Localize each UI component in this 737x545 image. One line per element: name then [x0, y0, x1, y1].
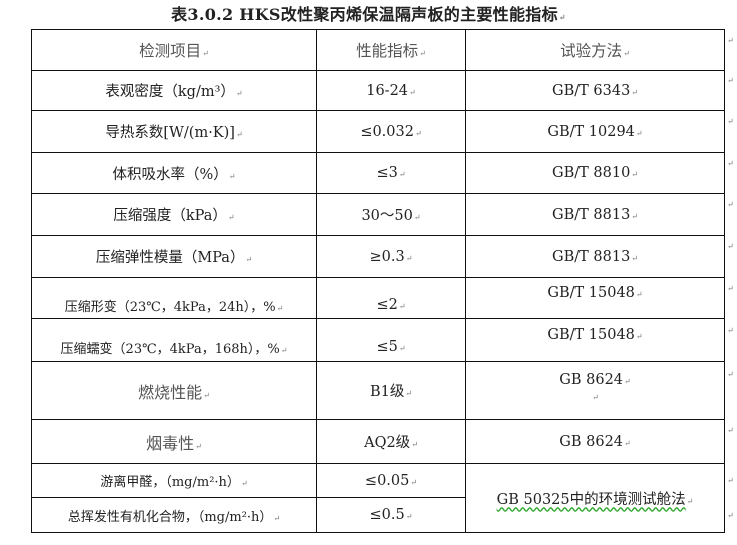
method-cell: GB/T 8810	[465, 152, 725, 194]
item-cell: 表观密度（kg/m³）	[31, 70, 317, 111]
item-cell: 导热系数[W/(m·K)]	[31, 110, 317, 153]
item-cell: 烟毒性	[31, 419, 317, 464]
header-cell: 检测项目	[31, 29, 317, 71]
value-cell: ≤0.05	[316, 463, 466, 498]
table-row: 燃烧性能 B1级 GB 8624	[31, 361, 725, 420]
row-end-mark: ↵	[727, 76, 734, 85]
table-row: 压缩弹性模量（MPa） ≥0.3 GB/T 8813	[31, 235, 725, 278]
table-title: 表3.0.2 HKS改性聚丙烯保温隔声板的主要性能指标	[0, 4, 737, 28]
table-header-row: 检测项目 性能指标 试验方法	[31, 29, 725, 71]
method-cell: GB/T 15048	[465, 318, 725, 362]
value-cell: AQ2级	[316, 419, 466, 464]
header-cell: 试验方法	[465, 29, 725, 71]
row-end-mark: ↵	[727, 200, 734, 209]
value-cell: B1级	[316, 361, 466, 420]
row-end-mark: ↵	[727, 36, 734, 45]
table-row: 游离甲醛，（mg/m²·h） ≤0.05 GB 50325中的环境测试舱法	[31, 463, 725, 533]
method-cell: GB 8624	[465, 419, 725, 464]
row-end-mark: ↵	[727, 511, 734, 520]
table-row: 导热系数[W/(m·K)] ≤0.032 GB/T 10294	[31, 110, 725, 153]
row-end-mark: ↵	[727, 426, 734, 435]
row-end-mark: ↵	[727, 242, 734, 251]
row-end-mark: ↵	[727, 370, 734, 379]
item-cell: 压缩蠕变（23℃，4kPa，168h），%	[31, 318, 317, 362]
item-cell: 压缩弹性模量（MPa）	[31, 235, 317, 278]
value-cell: ≤5	[316, 318, 466, 362]
row-end-mark: ↵	[727, 159, 734, 168]
value-cell: ≤3	[316, 152, 466, 194]
table-row: 烟毒性 AQ2级 GB 8624	[31, 419, 725, 464]
performance-table: 检测项目 性能指标 试验方法 表观密度（kg/m³） 16-24 GB/T 63…	[31, 29, 725, 533]
item-cell: 总挥发性有机化合物，（mg/m²·h）	[31, 497, 317, 533]
value-cell: 16-24	[316, 70, 466, 111]
value-cell: ≤2	[316, 277, 466, 319]
method-cell: GB/T 6343	[465, 70, 725, 111]
method-cell: GB/T 8813	[465, 193, 725, 236]
row-end-mark: ↵	[727, 476, 734, 485]
method-cell: GB/T 10294	[465, 110, 725, 153]
value-cell: 30～50	[316, 193, 466, 236]
method-cell: GB/T 8813	[465, 235, 725, 278]
row-end-mark: ↵	[727, 284, 734, 293]
table-row: 总挥发性有机化合物，（mg/m²·h） ≤0.5	[31, 497, 725, 533]
value-cell: ≤0.032	[316, 110, 466, 153]
item-cell: 游离甲醛，（mg/m²·h）	[31, 463, 317, 498]
item-cell: 压缩强度（kPa）	[31, 193, 317, 236]
method-cell: GB/T 15048	[465, 277, 725, 319]
table-row: 压缩形变（23℃，4kPa，24h），% ≤2 GB/T 15048	[31, 277, 725, 319]
item-cell: 燃烧性能	[31, 361, 317, 420]
method-cell: GB 50325中的环境测试舱法	[465, 463, 725, 533]
value-cell: ≥0.3	[316, 235, 466, 278]
table-row: 压缩强度（kPa） 30～50 GB/T 8813	[31, 193, 725, 236]
item-cell: 压缩形变（23℃，4kPa，24h），%	[31, 277, 317, 319]
table-row: 压缩蠕变（23℃，4kPa，168h），% ≤5 GB/T 15048	[31, 318, 725, 362]
table-row: 表观密度（kg/m³） 16-24 GB/T 6343	[31, 70, 725, 111]
row-end-mark: ↵	[727, 326, 734, 335]
item-cell: 体积吸水率（%）	[31, 152, 317, 194]
method-cell: GB 8624	[465, 361, 725, 420]
table-row: 体积吸水率（%） ≤3 GB/T 8810	[31, 152, 725, 194]
row-end-mark: ↵	[727, 117, 734, 126]
header-cell: 性能指标	[316, 29, 466, 71]
value-cell: ≤0.5	[316, 497, 466, 533]
